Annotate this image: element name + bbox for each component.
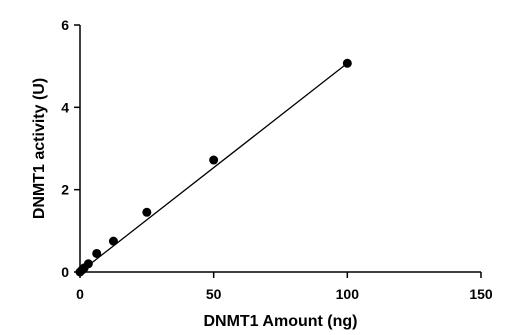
y-axis-title: DNMT1 activity (U): [31, 78, 48, 219]
plot-marks: [75, 58, 352, 277]
x-axis-ticks: 0 50 100 150: [76, 272, 493, 302]
data-point: [342, 58, 352, 68]
data-point: [209, 155, 219, 165]
x-tick-label: 0: [76, 286, 84, 302]
y-tick-label: 2: [61, 182, 69, 198]
y-tick-label: 0: [61, 264, 69, 280]
regression-line: [79, 62, 348, 273]
data-point: [92, 248, 102, 258]
y-tick-label: 4: [61, 99, 69, 115]
y-axis-ticks: 0 2 4 6: [61, 17, 80, 280]
y-tick-label: 6: [61, 17, 69, 33]
data-point: [108, 236, 118, 246]
x-tick-label: 100: [336, 286, 360, 302]
data-point: [83, 259, 93, 269]
data-point: [142, 207, 152, 217]
x-tick-label: 150: [469, 286, 493, 302]
x-axis-title: DNMT1 Amount (ng): [203, 313, 357, 330]
x-tick-label: 50: [206, 286, 222, 302]
